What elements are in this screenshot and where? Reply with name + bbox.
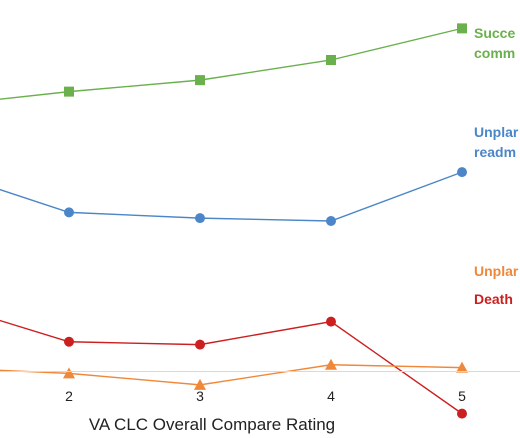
data-point: [195, 75, 205, 86]
series-label: Unplar: [474, 124, 519, 140]
data-point: [457, 23, 467, 34]
data-point: [325, 358, 337, 370]
series-label: Unplar: [474, 263, 519, 279]
series-2: [0, 167, 467, 226]
data-point: [457, 167, 467, 178]
series-4: [0, 358, 468, 390]
data-point: [326, 55, 336, 65]
x-tick-label: 3: [196, 388, 204, 404]
data-point: [326, 316, 336, 327]
series-labels: Succe comm Unplar readm Death Unplar: [474, 25, 519, 307]
x-tick-label: 5: [458, 388, 466, 404]
data-point: [64, 86, 74, 97]
series-label: readm: [474, 144, 516, 160]
series-label: Succe: [474, 25, 515, 41]
data-point: [63, 367, 75, 379]
plot-area: [0, 23, 468, 419]
x-tick-labels: 2 3 4 5: [65, 388, 466, 404]
data-point: [456, 361, 468, 373]
data-point: [195, 339, 205, 350]
data-point: [64, 207, 74, 218]
data-point: [326, 216, 336, 226]
series-label: comm: [474, 45, 515, 61]
series-1: [0, 23, 467, 100]
series-3: [0, 316, 467, 419]
data-point: [195, 213, 205, 224]
data-point: [457, 408, 467, 419]
x-tick-label: 4: [327, 388, 335, 404]
data-point: [194, 378, 206, 390]
series-label: Death: [474, 291, 513, 307]
x-axis-title: VA CLC Overall Compare Rating: [89, 415, 335, 434]
x-tick-label: 2: [65, 388, 73, 404]
data-point: [64, 336, 74, 347]
